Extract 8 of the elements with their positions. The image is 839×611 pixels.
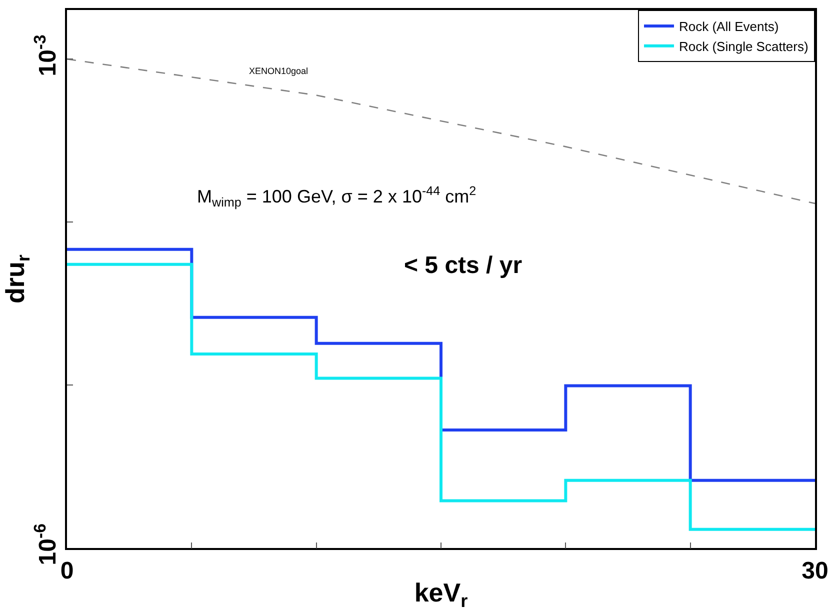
annotation: < 5 cts / yr (404, 252, 522, 279)
legend-label: Rock (Single Scatters) (679, 38, 808, 54)
x-tick-label: 30 (802, 558, 828, 585)
annotation: M$_{wimp}$ = 100 GeV, σ = 2 x 10$^{-44}$ cm$^{2}$ (197, 184, 476, 210)
x-tick-label: 0 (60, 558, 74, 585)
annotation: XENON10goal (249, 66, 308, 76)
x-axis-title: keV$_{r}$ (414, 578, 468, 611)
legend-label: Rock (All Events) (679, 19, 779, 34)
